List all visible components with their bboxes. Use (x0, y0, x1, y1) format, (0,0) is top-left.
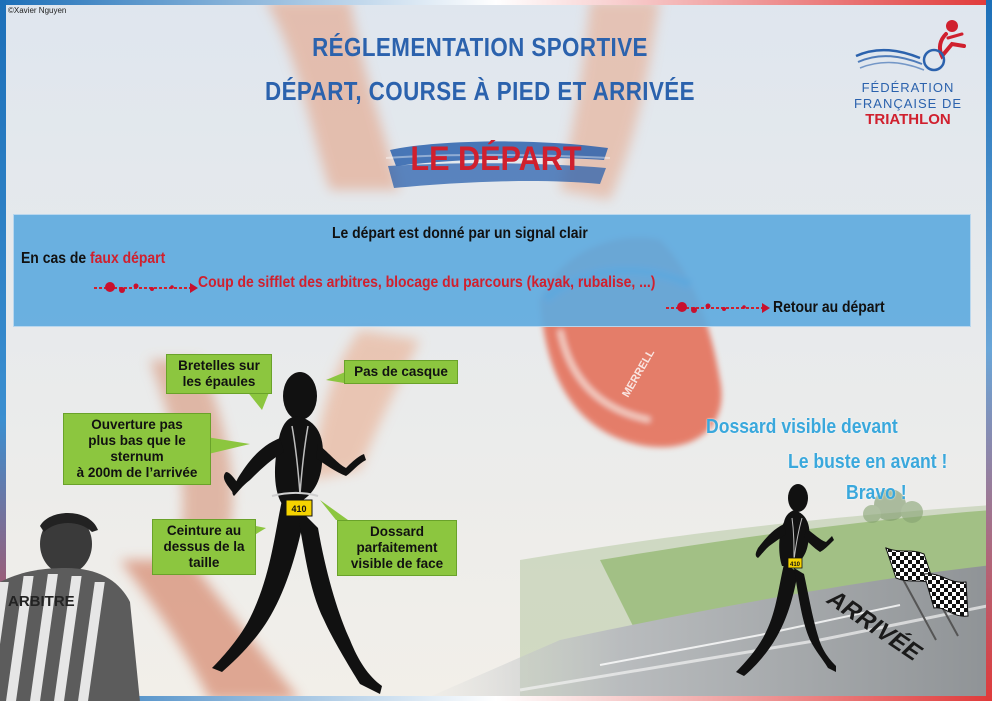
frame-right (986, 0, 992, 701)
return-text: Retour au départ (773, 299, 885, 316)
referee-illustration: ARBITRE (0, 512, 140, 701)
callout-casque: Pas de casque (344, 360, 458, 384)
referee-label: ARBITRE (8, 593, 75, 610)
bib-number-small: 410 (790, 562, 801, 568)
callout-ceinture: Ceinture au dessus de la taille (152, 519, 256, 575)
logo-line1: FÉDÉRATION (861, 80, 955, 95)
page-title-line2: DÉPART, COURSE À PIED ET ARRIVÉE (265, 76, 695, 106)
logo-line2: FRANÇAISE DE (853, 96, 963, 111)
callout-ouverture: Ouverture pas plus bas que le sternum à … (63, 413, 211, 485)
frame-bottom (0, 696, 992, 701)
checkered-flags-icon (885, 547, 969, 641)
caption-buste: Le buste en avant ! (788, 451, 948, 473)
callout-dossard: Dossard parfaitement visible de face (337, 520, 457, 576)
false-start-prefix: En cas de (21, 250, 91, 267)
info-band: Le départ est donné par un signal clair … (13, 214, 971, 327)
triathlete-logo-icon (855, 20, 966, 72)
runner-silhouette: 410 (212, 372, 382, 694)
finishing-runner-silhouette: 410 (736, 484, 836, 676)
frame-left (0, 0, 6, 701)
finish-road-marking: ARRIVÉE (820, 586, 929, 665)
page-title-line1: RÉGLEMENTATION SPORTIVE (312, 32, 648, 62)
finish-label: ARRIVÉE (820, 586, 929, 665)
false-start-highlight: faux départ (90, 250, 166, 267)
caption-dossard-visible: Dossard visible devant (706, 416, 898, 438)
section-title: LE DÉPART (410, 140, 582, 178)
logo-line3: TRIATHLON (865, 111, 951, 128)
consequence-text: Coup de sifflet des arbitres, blocage du… (198, 274, 656, 291)
false-start-text: En cas de faux départ (21, 250, 165, 268)
brush-stroke (386, 141, 610, 188)
caption-bravo: Bravo ! (846, 482, 907, 504)
red-splatter-arrow-2 (666, 302, 770, 313)
bib-number: 410 (291, 504, 306, 514)
fft-logo: FÉDÉRATION FRANÇAISE DE TRIATHLON (848, 16, 978, 128)
signal-text: Le départ est donné par un signal clair (332, 225, 588, 242)
photo-credit: ©Xavier Nguyen (8, 6, 67, 15)
callout-bretelles: Bretelles sur les épaules (166, 354, 272, 394)
frame-top (0, 0, 992, 5)
red-splatter-arrow-1 (94, 282, 198, 293)
